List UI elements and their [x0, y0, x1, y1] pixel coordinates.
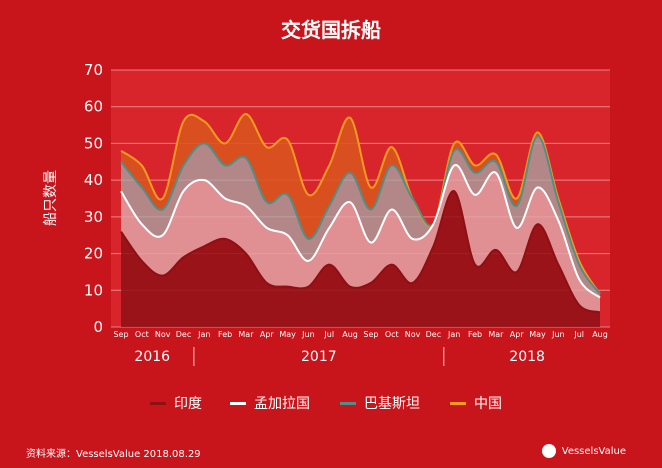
series-line-bangladesh	[120, 164, 601, 299]
legend-swatch-bangladesh	[230, 401, 246, 405]
y-tick-label: 0	[93, 318, 103, 336]
x-tick-label: May	[529, 330, 546, 339]
chart-title: 交货国拆船	[281, 18, 381, 42]
x-tick-label: Feb	[468, 330, 482, 339]
legend-label-bangladesh: 孟加拉国	[254, 396, 310, 412]
legend: 印度 孟加拉国 巴基斯坦 中国	[150, 392, 570, 414]
x-tick-label: Nov	[155, 330, 171, 339]
legend-label-pakistan: 巴基斯坦	[364, 396, 420, 412]
series-line-china	[120, 113, 601, 295]
x-tick-label: Jun	[301, 330, 315, 339]
legend-item-pakistan: 巴基斯坦	[340, 392, 420, 414]
x-tick-label: Sep	[363, 330, 378, 339]
area-band-pakistan	[121, 136, 600, 298]
source-note: 资料来源：VesselsValue 2018.08.29	[26, 449, 201, 460]
x-tick-label: Sep	[113, 330, 128, 339]
brand-name: VesselsValue	[561, 445, 626, 457]
y-tick-label: 30	[84, 208, 103, 226]
x-tick-label: Aug	[592, 330, 608, 339]
y-tick-label: 70	[84, 61, 103, 79]
y-tick-label: 40	[84, 171, 103, 189]
legend-label-china: 中国	[474, 396, 502, 412]
brand-logo: VesselsValue	[541, 444, 626, 458]
x-tick-label: Jun	[551, 330, 565, 339]
legend-item-india: 印度	[150, 392, 202, 414]
x-tick-label: Apr	[510, 330, 525, 339]
year-label: 2017	[301, 349, 337, 365]
y-tick-label: 10	[84, 281, 103, 299]
series-line-pakistan	[120, 135, 601, 295]
x-tick-label: Aug	[342, 330, 358, 339]
x-tick-label: Nov	[405, 330, 421, 339]
year-label: 2016	[134, 349, 170, 365]
x-tick-label: Jan	[197, 330, 210, 339]
y-tick-label: 60	[84, 98, 103, 116]
x-tick-label: Apr	[260, 330, 275, 339]
x-tick-label: Mar	[488, 330, 504, 339]
legend-swatch-india	[150, 401, 166, 405]
x-tick-label: Oct	[135, 330, 149, 339]
x-tick-label: Dec	[176, 330, 191, 339]
area-band-bangladesh	[121, 164, 600, 313]
y-tick-label: 50	[84, 134, 103, 152]
brand-icon	[541, 444, 556, 458]
x-tick-label: Jan	[447, 330, 460, 339]
legend-swatch-pakistan	[340, 401, 356, 405]
y-tick-label: 20	[84, 245, 103, 263]
year-label: 2018	[509, 349, 545, 365]
x-tick-label: Jul	[323, 330, 334, 339]
legend-item-china: 中国	[450, 392, 502, 414]
area-band-india	[121, 191, 600, 327]
x-tick-label: May	[279, 330, 296, 339]
x-tick-label: Dec	[426, 330, 441, 339]
legend-label-india: 印度	[174, 396, 202, 412]
legend-swatch-china	[450, 401, 466, 405]
series-line-india	[120, 190, 601, 314]
x-tick-label: Jul	[573, 330, 584, 339]
x-tick-label: Feb	[218, 330, 232, 339]
x-tick-label: Oct	[385, 330, 399, 339]
x-tick-label: Mar	[238, 330, 254, 339]
legend-item-bangladesh: 孟加拉国	[230, 392, 310, 414]
